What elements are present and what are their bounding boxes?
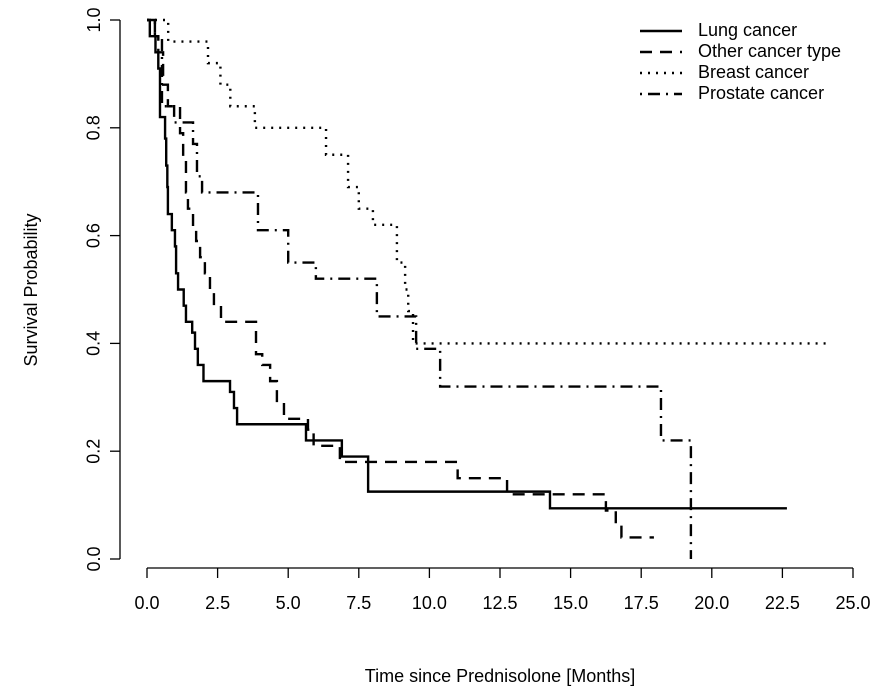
y-tick-label: 0.8 — [84, 115, 104, 140]
legend-label: Lung cancer — [698, 20, 797, 40]
y-axis-label: Survival Probability — [21, 213, 41, 366]
y-tick-label: 0.2 — [84, 439, 104, 464]
legend-label: Prostate cancer — [698, 83, 824, 103]
legend-label: Breast cancer — [698, 62, 809, 82]
y-tick-label: 0.4 — [84, 331, 104, 356]
x-tick-label: 7.5 — [346, 593, 371, 613]
x-tick-label: 20.0 — [694, 593, 729, 613]
y-tick-label: 1.0 — [84, 7, 104, 32]
x-tick-label: 25.0 — [835, 593, 870, 613]
x-tick-label: 2.5 — [205, 593, 230, 613]
x-tick-label: 12.5 — [482, 593, 517, 613]
x-tick-label: 17.5 — [624, 593, 659, 613]
x-tick-label: 5.0 — [276, 593, 301, 613]
survival-curve — [147, 18, 787, 510]
x-tick-label: 10.0 — [412, 593, 447, 613]
survival-curve — [147, 18, 693, 559]
x-tick-label: 15.0 — [553, 593, 588, 613]
y-tick-label: 0.6 — [84, 223, 104, 248]
x-axis-label: Time since Prednisolone [Months] — [365, 666, 635, 686]
y-tick-label: 0.0 — [84, 546, 104, 571]
survival-curve — [147, 18, 654, 539]
x-tick-label: 22.5 — [765, 593, 800, 613]
legend-label: Other cancer type — [698, 41, 841, 61]
x-tick-label: 0.0 — [134, 593, 159, 613]
survival-curve — [147, 18, 828, 345]
